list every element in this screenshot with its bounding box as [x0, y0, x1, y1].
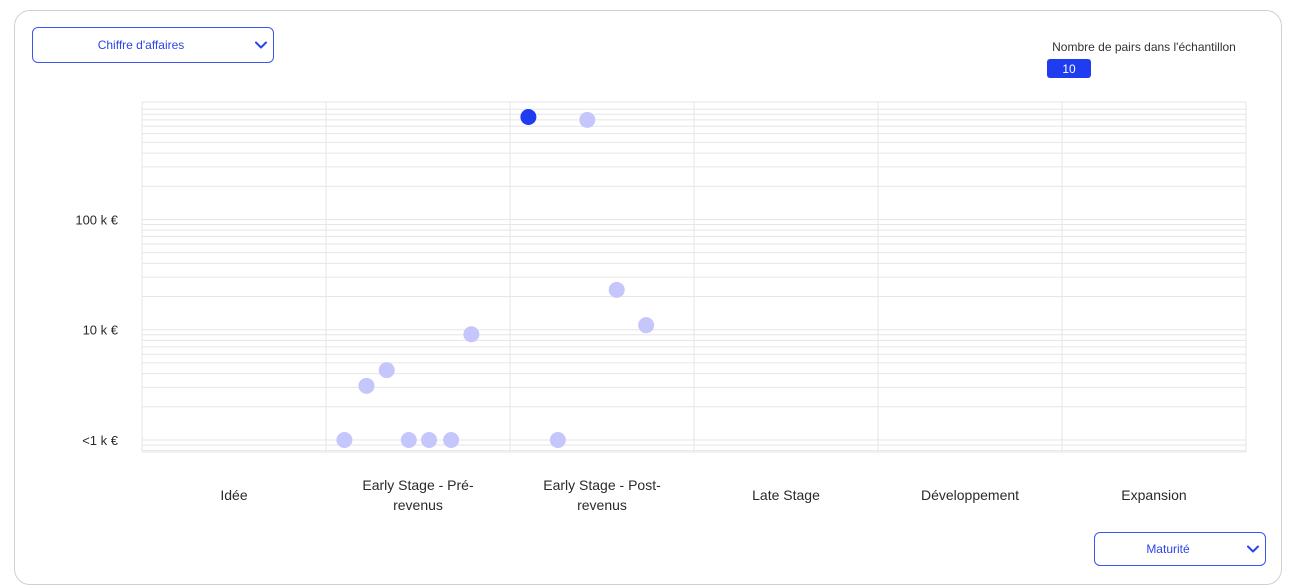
x-category-label: Early Stage - Post-revenus	[543, 477, 661, 513]
highlight-point	[520, 109, 537, 125]
peer-point	[463, 326, 480, 343]
metric-dropdown[interactable]: Chiffre d'affaires	[32, 27, 274, 63]
x-axis-dropdown-value: Maturité	[1146, 542, 1190, 556]
peer-point	[421, 432, 438, 448]
peer-point	[443, 432, 460, 448]
peer-point	[608, 281, 625, 298]
x-category-label: Late Stage	[752, 487, 820, 503]
y-tick-label: 10 k €	[83, 323, 119, 338]
x-category-label: Expansion	[1121, 487, 1186, 503]
peer-point	[579, 111, 596, 128]
y-tick-label: <1 k €	[82, 433, 119, 448]
peer-count-badge: 10	[1047, 59, 1091, 78]
metric-dropdown-value: Chiffre d'affaires	[97, 38, 185, 52]
scatter-chart: <1 k € 10 k € 100 k € Idée Early Stage - Pré…	[75, 101, 1247, 513]
x-category-label: Développement	[921, 487, 1019, 503]
chevron-down-icon	[249, 41, 273, 49]
peer-point	[400, 432, 417, 448]
peer-point	[378, 362, 395, 379]
peer-point	[336, 432, 353, 448]
peer-point	[358, 377, 375, 394]
x-axis-dropdown[interactable]: Maturité	[1094, 532, 1266, 566]
chevron-down-icon	[1241, 545, 1265, 553]
chart-card	[14, 10, 1282, 585]
y-tick-label: 100 k €	[75, 212, 118, 227]
peer-point	[549, 432, 566, 448]
x-category-label: Early Stage - Pré-revenus	[362, 477, 474, 513]
x-category-label: Idée	[220, 487, 247, 503]
peer-point	[638, 317, 655, 334]
peer-count-label: Nombre de pairs dans l'échantillon	[1052, 40, 1236, 54]
